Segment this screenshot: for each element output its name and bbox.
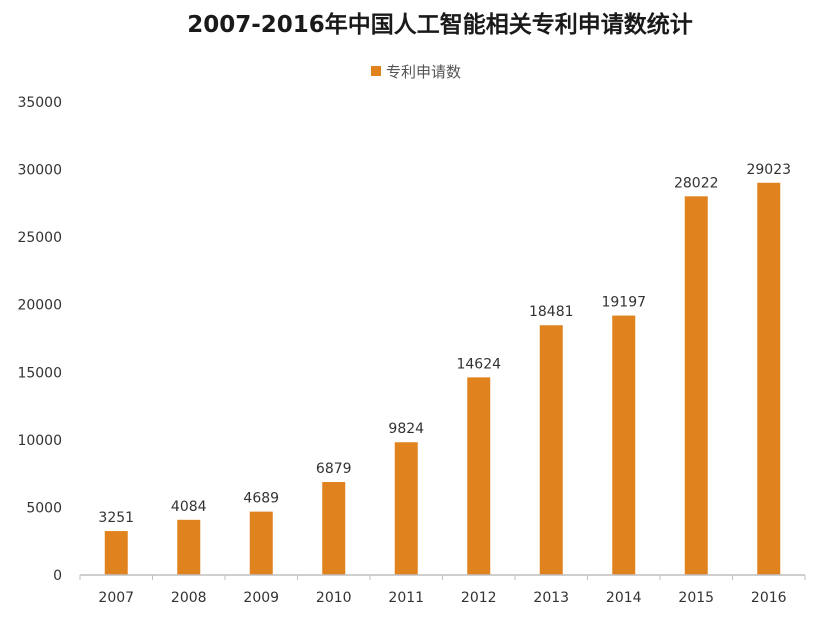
data-label: 9824	[388, 421, 424, 437]
legend-swatch	[371, 66, 381, 76]
y-tick-label: 10000	[17, 433, 62, 449]
data-label: 6879	[316, 461, 352, 477]
legend-label: 专利申请数	[386, 63, 461, 81]
x-axis: 2007 2008 2009 2010 2011 2012 2013 2014 2015 2016	[79, 574, 806, 606]
y-tick-label: 5000	[26, 500, 62, 516]
data-label: 18481	[529, 304, 574, 320]
data-label: 3251	[98, 510, 134, 526]
y-tick-label: 20000	[17, 298, 62, 314]
data-label: 14624	[456, 356, 501, 372]
bar-2014	[612, 315, 636, 575]
x-tick-label: 2010	[316, 590, 352, 606]
data-label: 19197	[601, 295, 646, 311]
y-axis: 0 5000 10000 15000 20000 25000 30000 35000	[17, 95, 62, 584]
x-tick-label: 2012	[461, 590, 497, 606]
bar-2008	[177, 519, 201, 575]
bar-2009	[249, 511, 273, 575]
data-label: 4084	[171, 499, 207, 515]
x-tick-label: 2009	[243, 590, 279, 606]
x-tick-label: 2013	[533, 590, 569, 606]
x-tick-label: 2008	[171, 590, 207, 606]
chart-title: 2007-2016年中国人工智能相关专利申请数统计	[187, 11, 693, 38]
y-tick-label: 25000	[17, 230, 62, 246]
bar-2007	[104, 531, 128, 575]
bar-2015	[684, 196, 708, 576]
bar-2013	[539, 325, 563, 575]
x-tick-label: 2016	[751, 590, 787, 606]
y-tick-label: 30000	[17, 163, 62, 179]
data-label: 4689	[243, 491, 279, 507]
x-tick-label: 2014	[606, 590, 642, 606]
x-tick-label: 2011	[388, 590, 424, 606]
bar-2011	[394, 442, 418, 575]
bar-2012	[467, 377, 491, 575]
y-tick-label: 15000	[17, 365, 62, 381]
x-tick-label: 2015	[678, 590, 714, 606]
data-label: 28022	[674, 175, 719, 191]
y-tick-label: 35000	[17, 95, 62, 111]
legend: 专利申请数	[371, 63, 461, 81]
x-tick-label: 2007	[98, 590, 134, 606]
y-tick-label: 0	[53, 568, 62, 584]
bar-2016	[757, 182, 781, 575]
bars: 3251 4084 4689 6879 9824 14624 18481 19197 28022…	[98, 162, 791, 576]
data-label: 29023	[746, 162, 791, 178]
bar-2010	[322, 482, 346, 575]
